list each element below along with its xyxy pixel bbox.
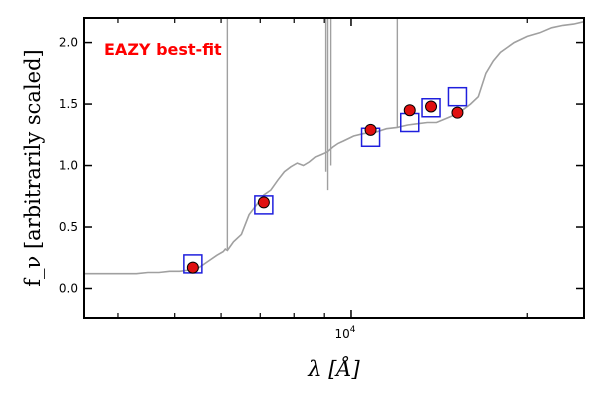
observed-photometry-point	[403, 104, 416, 117]
template-photometry-square	[447, 86, 468, 107]
emission-lines-layer	[226, 18, 399, 250]
y-tick-label: 2.0	[59, 36, 78, 50]
y-axis-label: f_ν [arbitrarily scaled]	[21, 49, 45, 286]
x-axis-label: λ [Å]	[307, 356, 360, 381]
y-tick-label: 1.0	[59, 159, 78, 173]
template-photometry-square	[254, 195, 274, 215]
plot-frame	[83, 17, 585, 319]
y-tick-label: 0.5	[59, 220, 78, 234]
observed-photometry-point	[364, 123, 377, 136]
observed-photometry-point	[257, 196, 270, 209]
markers-layer	[183, 86, 468, 274]
observed-photometry-point	[451, 106, 464, 119]
plot-area	[84, 18, 584, 318]
annotation-label: EAZY best-fit	[104, 40, 222, 59]
observed-photometry-point	[425, 100, 438, 113]
x-tick-label: 104	[334, 325, 355, 341]
y-tick-label: 0.0	[59, 281, 78, 295]
template-photometry-square	[421, 98, 441, 118]
observed-photometry-point	[186, 261, 199, 274]
y-tick-label: 1.5	[59, 97, 78, 111]
